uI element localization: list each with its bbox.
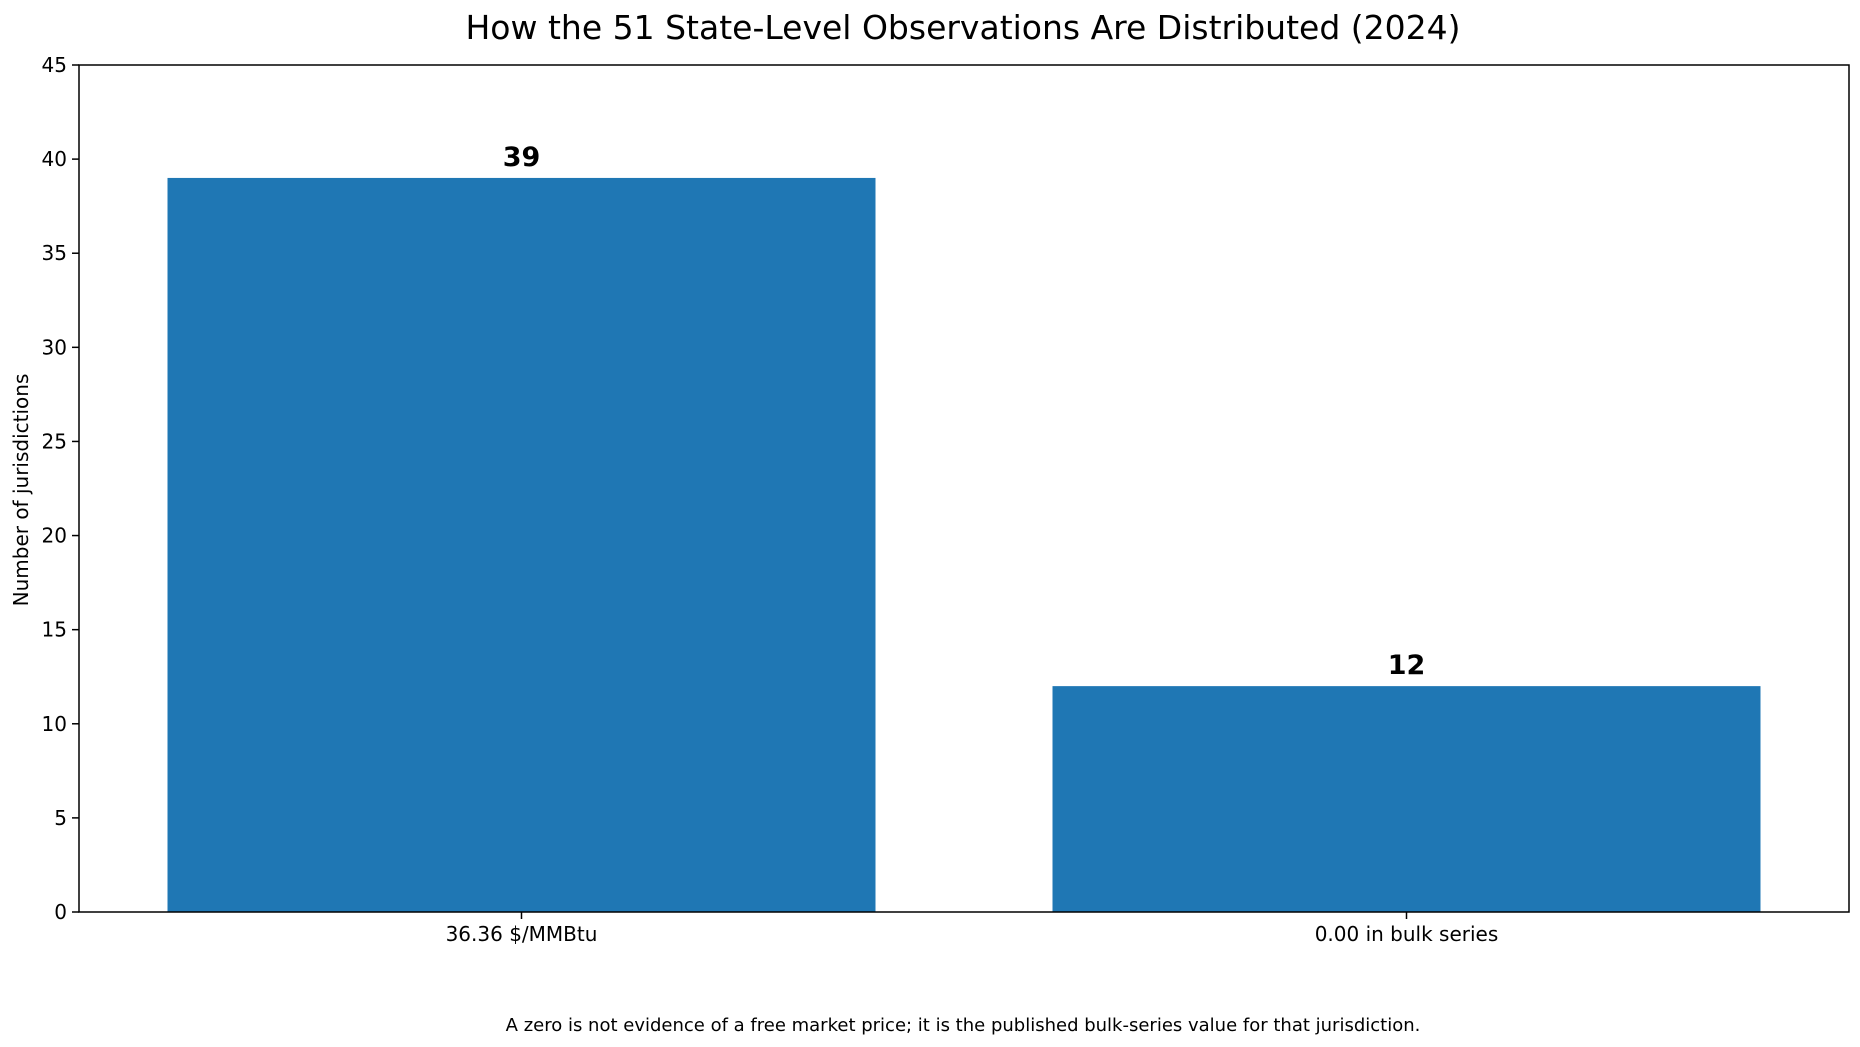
x-tick-label-1: 0.00 in bulk series bbox=[1315, 922, 1499, 946]
y-tick-label-2: 10 bbox=[42, 712, 67, 736]
data-labels: 39 12 bbox=[503, 142, 1426, 681]
bar-0 bbox=[167, 177, 876, 912]
x-axis: 36.36 $/MMBtu 0.00 in bulk series bbox=[446, 912, 1499, 946]
y-tick-label-0: 0 bbox=[54, 900, 67, 924]
footnote: A zero is not evidence of a free market … bbox=[506, 1015, 1421, 1036]
bars-layer bbox=[167, 177, 1761, 912]
bar-1 bbox=[1052, 686, 1761, 912]
y-tick-label-5: 25 bbox=[42, 429, 67, 453]
y-tick-label-1: 5 bbox=[54, 806, 67, 830]
plot-frame bbox=[78, 64, 1850, 913]
y-tick-label-6: 30 bbox=[42, 335, 67, 359]
x-tick-label-0: 36.36 $/MMBtu bbox=[446, 922, 598, 946]
y-tick-label-9: 45 bbox=[42, 53, 67, 77]
chart-title: How the 51 State-Level Observations Are … bbox=[465, 8, 1460, 47]
data-label-0: 39 bbox=[503, 142, 541, 173]
y-axis-label: Number of jurisdictions bbox=[9, 374, 33, 607]
y-tick-label-3: 15 bbox=[42, 618, 67, 642]
y-tick-label-8: 40 bbox=[42, 147, 67, 171]
y-tick-label-4: 20 bbox=[42, 524, 67, 548]
data-label-1: 12 bbox=[1388, 650, 1426, 681]
y-axis: 0 5 10 15 20 25 30 35 40 45 bbox=[42, 53, 79, 924]
y-tick-label-7: 35 bbox=[42, 241, 67, 265]
